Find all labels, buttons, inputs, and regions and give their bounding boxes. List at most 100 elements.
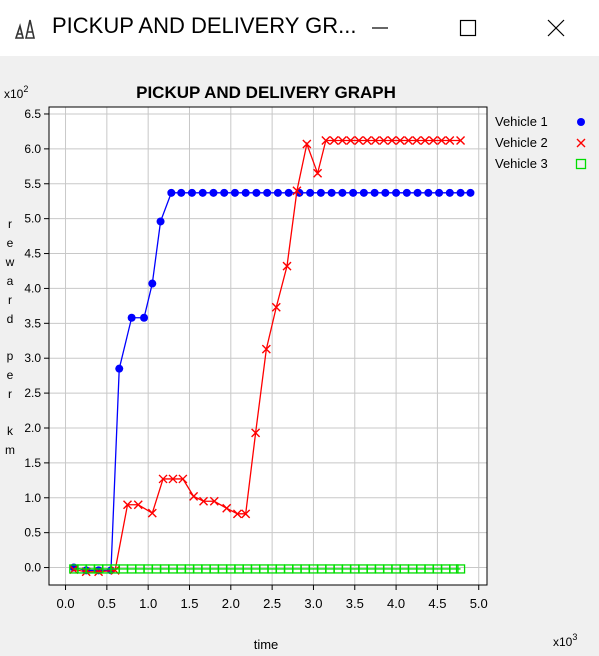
y-tick-label: 2.5	[24, 386, 41, 400]
maximize-icon	[459, 19, 477, 37]
legend: Vehicle 1 Vehicle 2 Vehicle 3	[495, 114, 587, 171]
data-point	[313, 168, 323, 178]
y-tick-label: 3.0	[24, 351, 41, 365]
plot-frame	[48, 106, 488, 586]
x-tick-label: 1.5	[180, 596, 198, 611]
x-tick-label: 3.5	[346, 596, 364, 611]
data-point	[251, 428, 261, 438]
data-point	[437, 135, 447, 145]
data-point	[127, 313, 136, 322]
minimize-button[interactable]	[350, 8, 410, 48]
y-tick-label: 6.0	[24, 142, 41, 156]
y-axis-label-letter: e	[7, 236, 14, 250]
data-point	[354, 135, 364, 145]
y-axis-label-letter: w	[5, 255, 15, 269]
data-point	[222, 503, 232, 513]
y-tick-label: 2.0	[24, 421, 41, 435]
legend-label: Vehicle 3	[495, 156, 548, 171]
plot-border	[48, 106, 488, 586]
data-point	[306, 188, 315, 197]
data-point	[412, 135, 422, 145]
data-point	[189, 491, 199, 501]
data-point	[321, 135, 331, 145]
data-point	[402, 188, 411, 197]
legend-marker	[575, 158, 587, 170]
window-titlebar: PICKUP AND DELIVERY GR...	[0, 0, 599, 56]
y-axis-label-letter: e	[7, 368, 14, 382]
y-multiplier-label: x102	[4, 84, 28, 101]
y-tick-label: 1.0	[24, 491, 41, 505]
data-point	[263, 188, 272, 197]
y-axis-label-letter: r	[8, 387, 12, 401]
y-axis-label-letter: r	[8, 217, 12, 231]
y-axis-label-letter: a	[7, 274, 14, 288]
y-tick-label: 6.5	[24, 107, 41, 121]
data-point	[327, 188, 336, 197]
x-multiplier-label: x103	[553, 632, 577, 649]
data-point	[346, 135, 356, 145]
data-point	[403, 135, 413, 145]
x-tick-label: 2.5	[263, 596, 281, 611]
series-line	[73, 139, 461, 573]
data-point	[379, 135, 389, 145]
data-point	[428, 135, 438, 145]
data-point	[456, 188, 465, 197]
x-tick-label: 1.0	[139, 596, 157, 611]
data-point	[232, 509, 242, 519]
y-tick-label: 1.5	[24, 456, 41, 470]
y-axis-label-letter: k	[7, 424, 14, 438]
data-point	[420, 135, 430, 145]
minimize-icon	[372, 27, 388, 29]
x-tick-label: 3.0	[304, 596, 322, 611]
data-point	[282, 261, 292, 271]
data-point	[123, 500, 133, 510]
data-point	[148, 279, 157, 288]
data-point	[261, 344, 271, 354]
legend-label: Vehicle 1	[495, 114, 548, 129]
data-point	[338, 188, 347, 197]
maximize-button[interactable]	[438, 8, 498, 48]
legend-marker	[577, 118, 585, 126]
pickup-delivery-chart: PICKUP AND DELIVERY GRAPH x102 x103 time…	[4, 83, 587, 652]
data-point	[456, 135, 466, 145]
x-tick-label: 4.5	[428, 596, 446, 611]
data-point	[187, 188, 196, 197]
y-tick-label: 3.5	[24, 316, 41, 330]
close-button[interactable]	[526, 8, 586, 48]
y-tick-label: 0.5	[24, 526, 41, 540]
x-tick-label: 4.0	[387, 596, 405, 611]
x-axis-label: time	[254, 637, 279, 651]
data-point	[424, 188, 433, 197]
data-point	[199, 496, 209, 506]
data-point	[337, 135, 347, 145]
x-tick-label: 2.0	[222, 596, 240, 611]
data-point	[178, 474, 188, 484]
data-point	[445, 135, 455, 145]
app-graph-icon	[14, 19, 35, 39]
data-point	[209, 496, 219, 506]
close-icon	[547, 19, 565, 37]
data-point	[133, 500, 143, 510]
y-axis-label-letter: d	[7, 312, 14, 326]
data-point	[387, 135, 397, 145]
data-point	[209, 188, 218, 197]
data-point	[156, 217, 165, 226]
data-point	[140, 313, 149, 322]
data-point	[220, 188, 229, 197]
y-tick-label: 4.5	[24, 247, 41, 261]
data-point	[445, 188, 454, 197]
data-point	[158, 474, 168, 484]
data-point	[252, 188, 261, 197]
data-point	[115, 364, 124, 373]
chart-title: PICKUP AND DELIVERY GRAPH	[136, 83, 396, 102]
data-point	[302, 139, 312, 149]
data-point	[168, 474, 178, 484]
data-point	[198, 188, 207, 197]
y-tick-label: 5.0	[24, 212, 41, 226]
data-point	[455, 564, 466, 574]
y-axis-label-letter: r	[8, 293, 12, 307]
data-point	[292, 186, 302, 196]
x-tick-label: 0.5	[98, 596, 116, 611]
data-point	[271, 302, 281, 312]
